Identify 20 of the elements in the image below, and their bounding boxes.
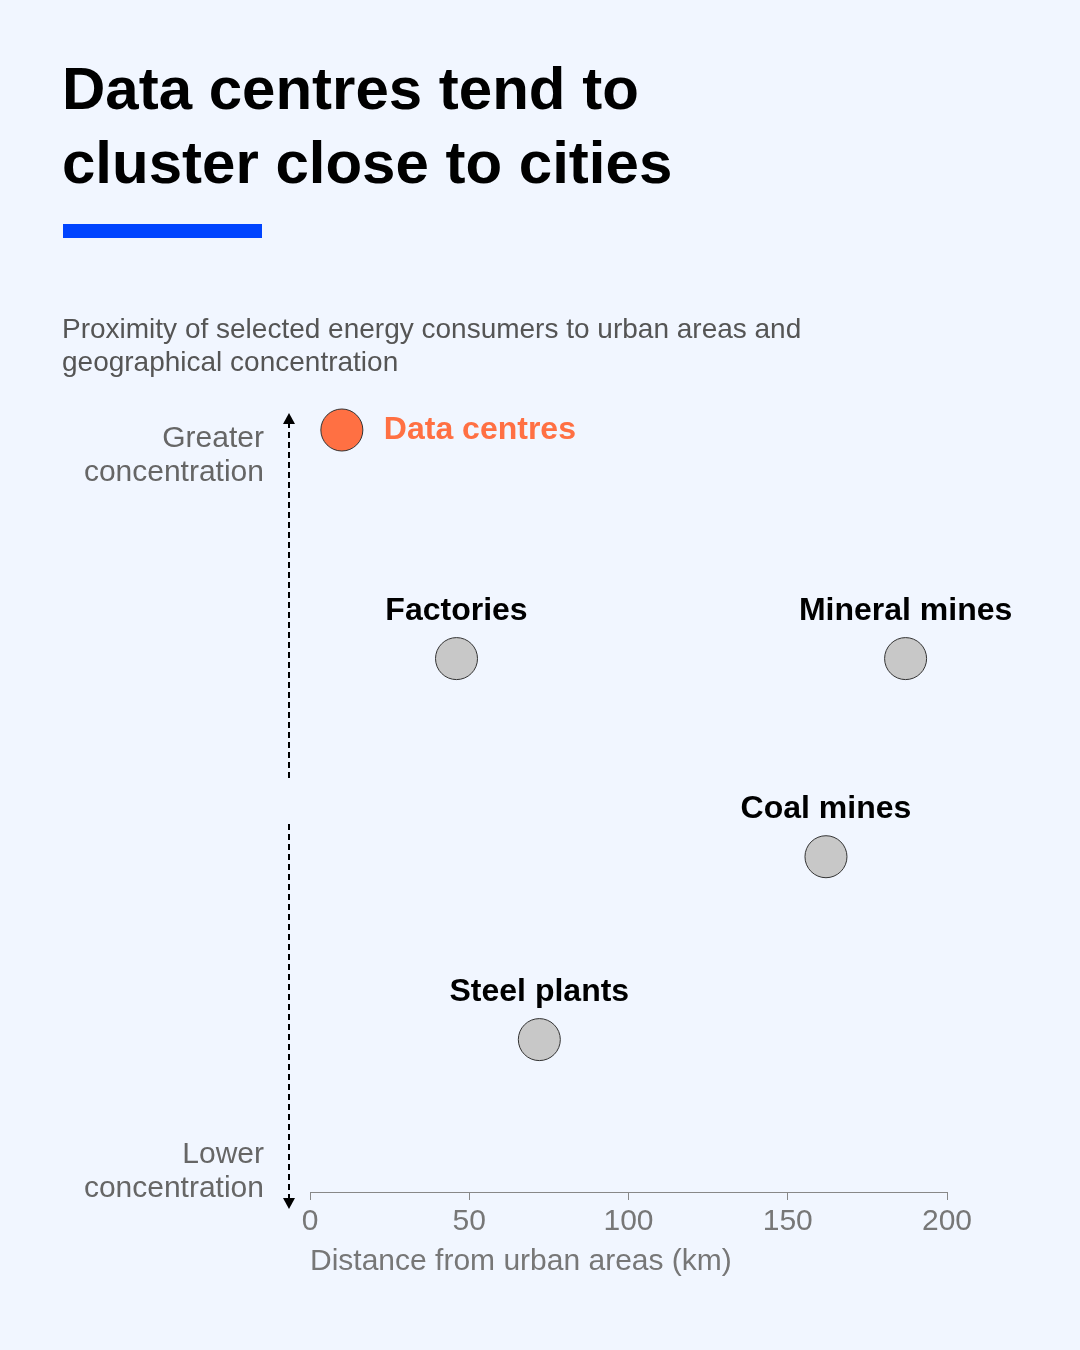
annotation: Data centres [383, 409, 576, 446]
text: Lower concentration [82, 1136, 264, 1204]
annotation: Factories [385, 590, 528, 627]
point [884, 637, 928, 681]
x-tick-label: 50 [452, 1203, 486, 1237]
point [804, 835, 848, 879]
text: Greater concentration [82, 420, 264, 488]
point [517, 1018, 561, 1062]
point [435, 637, 479, 681]
x-tick-label: 150 [762, 1203, 813, 1237]
annotation: Coal mines [740, 788, 912, 825]
annotation: Steel plants [449, 971, 630, 1008]
chart-subtitle: Proximity of selected energy consumers to urban areas and geographical concentration [62, 312, 803, 378]
x-tick-label: 0 [301, 1203, 319, 1237]
point [320, 408, 364, 452]
annotation: Mineral mines [798, 590, 1013, 627]
x-tick-label: 100 [603, 1203, 654, 1237]
chart-title: Data centres tend to cluster close to cities [62, 54, 674, 198]
x-axis-title: Distance from urban areas (km) [310, 1243, 732, 1277]
x-tick-label: 200 [921, 1203, 973, 1237]
